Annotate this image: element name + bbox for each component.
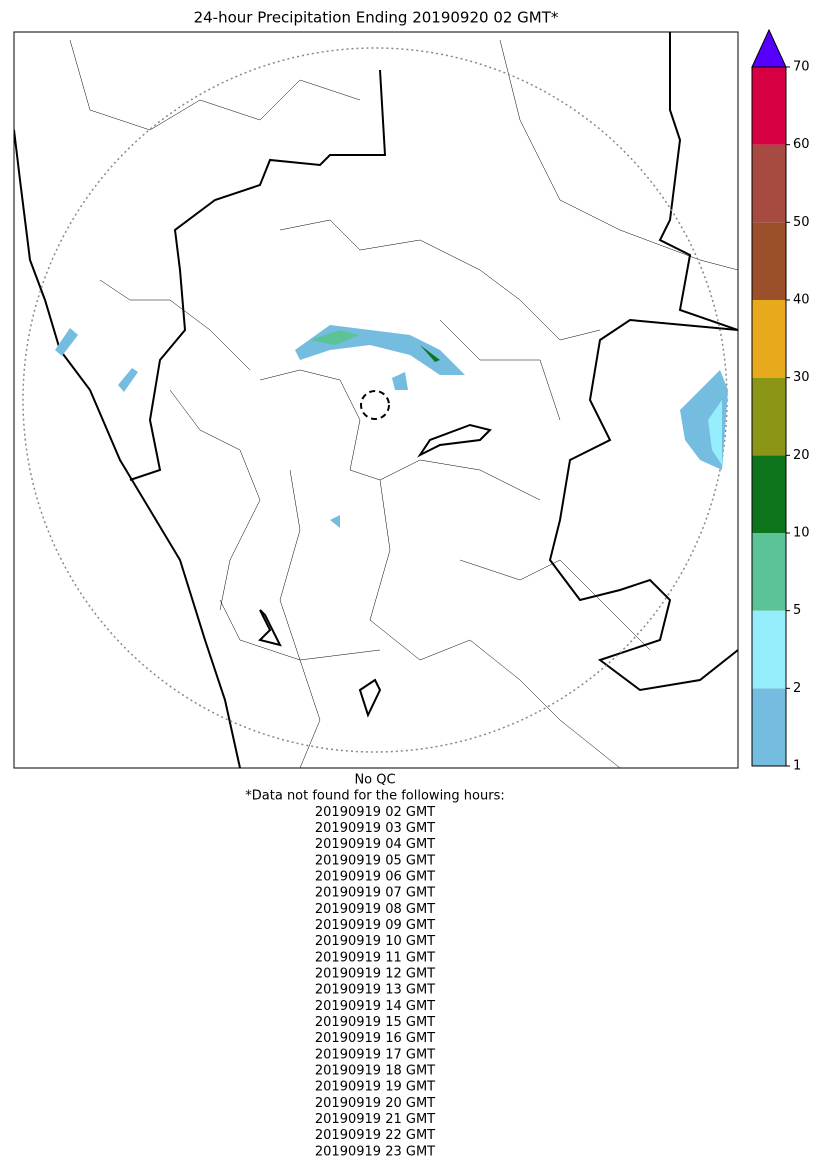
missing-hour: 20190919 03 GMT xyxy=(315,821,435,836)
state-borders xyxy=(14,32,738,768)
missing-hour: 20190919 14 GMT xyxy=(315,999,435,1014)
colorbar-segment xyxy=(752,144,786,223)
missing-hour: 20190919 13 GMT xyxy=(315,983,435,998)
colorbar-segment xyxy=(752,610,786,689)
missing-hour: 20190919 12 GMT xyxy=(315,967,435,982)
colorbar-tick-label: 5 xyxy=(793,603,801,618)
colorbar-segment xyxy=(752,533,786,611)
missing-hour: 20190919 20 GMT xyxy=(315,1096,435,1111)
missing-hour: 20190919 17 GMT xyxy=(315,1047,435,1062)
missing-hour: 20190919 02 GMT xyxy=(315,805,435,820)
colorbar-tick-label: 1 xyxy=(793,759,801,774)
missing-hour: 20190919 22 GMT xyxy=(315,1128,435,1143)
colorbar-extend xyxy=(751,28,787,68)
colorbar-segment xyxy=(752,67,786,145)
colorbar: 1 2 5 10 20 30 40 50 60 70 xyxy=(751,28,810,774)
missing-hour: 20190919 19 GMT xyxy=(315,1080,435,1095)
radar-site xyxy=(360,390,390,420)
missing-hour: 20190919 08 GMT xyxy=(315,902,435,917)
missing-hour: 20190919 16 GMT xyxy=(315,1031,435,1046)
missing-hour: 20190919 11 GMT xyxy=(315,950,435,965)
colorbar-segment xyxy=(752,300,786,378)
colorbar-tick-label: 30 xyxy=(793,370,810,385)
missing-hour: 20190919 10 GMT xyxy=(315,934,435,949)
missing-hour: 20190919 05 GMT xyxy=(315,853,435,868)
missing-hour: 20190919 09 GMT xyxy=(315,918,435,933)
colorbar-tick-label: 60 xyxy=(793,137,810,152)
district-borders xyxy=(69,39,738,768)
colorbar-segment xyxy=(752,377,786,456)
title: 24-hour Precipitation Ending 20190920 02… xyxy=(194,9,559,27)
colorbar-tick-label: 40 xyxy=(793,293,810,308)
map-frame xyxy=(13,31,739,769)
colorbar-tick-label: 70 xyxy=(793,60,810,75)
colorbar-segment xyxy=(752,688,786,766)
missing-hour: 20190919 07 GMT xyxy=(315,886,435,901)
missing-hour: 20190919 23 GMT xyxy=(315,1144,435,1159)
colorbar-tick-label: 50 xyxy=(793,215,810,230)
map xyxy=(13,31,739,769)
footer: No QC*Data not found for the following h… xyxy=(245,773,504,1160)
missing-hour: 20190919 06 GMT xyxy=(315,870,435,885)
colorbar-tick-label: 2 xyxy=(793,681,801,696)
missing-hour: 20190919 21 GMT xyxy=(315,1112,435,1127)
colorbar-segment xyxy=(752,222,786,300)
colorbar-segment xyxy=(752,455,786,533)
missing-note: *Data not found for the following hours: xyxy=(245,789,504,804)
precipitation xyxy=(55,325,728,528)
missing-hour: 20190919 04 GMT xyxy=(315,837,435,852)
colorbar-tick-label: 10 xyxy=(793,526,810,541)
missing-hour: 20190919 15 GMT xyxy=(315,1015,435,1030)
missing-hour: 20190919 18 GMT xyxy=(315,1064,435,1079)
colorbar-tick-label: 20 xyxy=(793,448,810,463)
colorbar-frame xyxy=(751,66,787,767)
qc-note: No QC xyxy=(354,773,395,788)
